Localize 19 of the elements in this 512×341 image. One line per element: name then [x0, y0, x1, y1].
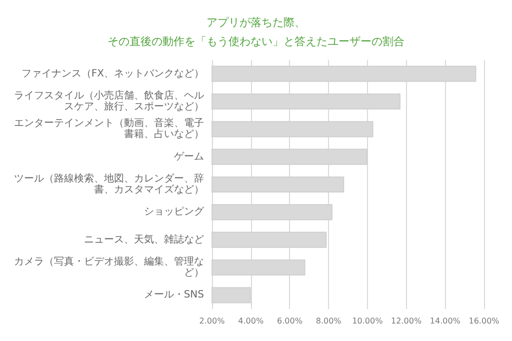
y-tick-label: カメラ（写真・ビデオ撮影、編集、管理など） [14, 256, 204, 278]
x-tick-label: 2.00% [199, 316, 226, 326]
chart-title: アプリが落ちた際、 [206, 16, 306, 29]
y-tick-label: ショッピング [144, 206, 205, 218]
y-tick-label: ニュース、天気、雑誌など [84, 233, 204, 246]
y-tick-label: ファイナンス（FX、ネットバンクなど） [21, 68, 204, 80]
y-tick-label: エンターテインメント（動画、音楽、電子書籍、占いなど） [14, 117, 204, 140]
y-tick-label: メール・SNS [144, 290, 204, 301]
y-tick-label: ツール（路線検索、地図、カレンダー、辞書、カスタマイズなど） [14, 172, 204, 196]
chart-subtitle: その直後の動作を「もう使わない」と答えたユーザーの割合 [108, 35, 404, 48]
y-tick-label: ゲーム [174, 151, 204, 162]
x-tick-label: 8.00% [316, 316, 342, 326]
x-tick-label: 16.00% [468, 316, 500, 326]
x-tick-label: 12.00% [391, 316, 422, 326]
y-tick-label: ライフスタイル（小売店舗、飲食店、ヘルスケア、旅行、スポーツなど） [14, 90, 204, 112]
x-tick-label: 4.00% [238, 316, 264, 326]
x-tick-label: 10.00% [352, 316, 384, 326]
x-tick-label: 14.00% [430, 316, 461, 326]
x-tick-label: 6.00% [277, 316, 303, 326]
